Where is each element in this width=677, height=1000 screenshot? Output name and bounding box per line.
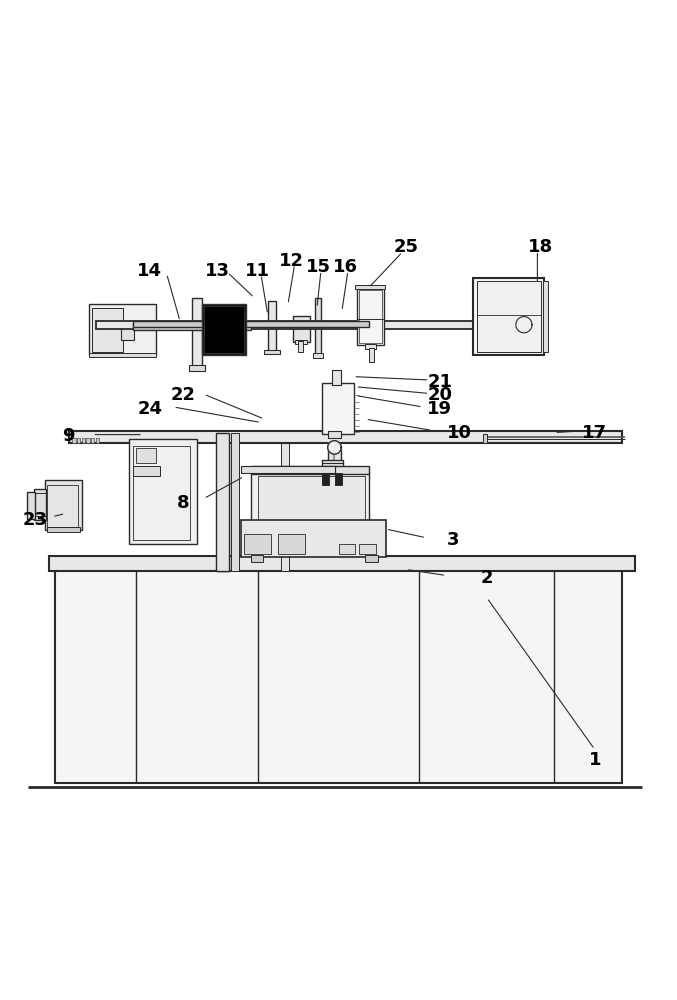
Bar	[241, 520, 386, 557]
Bar	[328, 446, 341, 461]
Bar	[47, 485, 78, 527]
Text: 11: 11	[245, 262, 270, 280]
Bar	[473, 278, 544, 355]
Bar	[87, 438, 90, 443]
Text: 8: 8	[177, 494, 190, 512]
Bar	[95, 438, 99, 443]
Bar	[255, 466, 335, 472]
Bar	[298, 341, 303, 352]
Bar	[69, 431, 621, 443]
Bar	[281, 436, 289, 571]
Bar	[192, 298, 202, 369]
Text: 22: 22	[171, 386, 196, 404]
Bar	[133, 446, 190, 540]
Bar	[338, 544, 355, 554]
Bar	[292, 316, 309, 342]
Text: 24: 24	[137, 400, 162, 418]
Bar	[359, 544, 376, 554]
Bar	[369, 348, 374, 362]
Bar	[232, 436, 239, 571]
Text: 21: 21	[427, 373, 452, 391]
Text: 1: 1	[588, 751, 601, 769]
Bar	[216, 433, 230, 571]
Bar	[45, 480, 83, 530]
Bar	[82, 438, 85, 443]
Bar	[251, 472, 369, 522]
Bar	[335, 473, 342, 485]
Bar	[47, 527, 80, 532]
Bar	[231, 433, 239, 571]
Bar	[267, 301, 276, 352]
Bar	[366, 555, 378, 562]
Bar	[543, 281, 548, 352]
Bar	[251, 555, 263, 562]
Polygon shape	[328, 441, 341, 454]
Bar	[477, 281, 541, 352]
Bar	[27, 492, 35, 519]
Bar	[34, 489, 46, 520]
Bar	[202, 304, 246, 355]
Text: 16: 16	[332, 258, 357, 276]
Text: 3: 3	[447, 531, 460, 549]
Text: 18: 18	[528, 238, 553, 256]
Bar	[241, 466, 335, 473]
Bar	[313, 353, 323, 358]
Bar	[77, 438, 81, 443]
Bar	[359, 290, 382, 343]
Bar	[257, 476, 366, 520]
Bar	[217, 436, 230, 571]
Bar	[49, 556, 635, 571]
Bar	[133, 321, 369, 327]
Text: 13: 13	[204, 262, 230, 280]
Bar	[204, 306, 244, 353]
Bar	[264, 350, 280, 354]
Bar	[89, 304, 156, 355]
Text: 9: 9	[62, 427, 75, 445]
Bar	[322, 460, 343, 474]
Bar	[133, 323, 251, 330]
Text: 17: 17	[582, 424, 607, 442]
Text: 20: 20	[427, 386, 452, 404]
Bar	[315, 298, 321, 355]
Bar	[357, 288, 384, 345]
Text: 19: 19	[427, 400, 452, 418]
Bar	[322, 473, 329, 485]
Bar	[189, 365, 205, 371]
Bar	[72, 438, 76, 443]
Bar	[89, 353, 156, 357]
Text: 2: 2	[481, 569, 493, 587]
Text: 14: 14	[137, 262, 162, 280]
Bar	[133, 466, 160, 476]
Bar	[244, 534, 271, 554]
Bar	[91, 438, 94, 443]
Bar	[366, 344, 376, 349]
Bar	[136, 448, 156, 463]
Text: 23: 23	[22, 511, 47, 529]
Bar	[328, 431, 341, 438]
Bar	[129, 439, 197, 544]
Text: 12: 12	[279, 252, 304, 270]
Bar	[95, 321, 473, 329]
Bar	[294, 340, 307, 344]
Bar	[355, 285, 385, 289]
Bar	[322, 383, 354, 434]
Bar	[251, 466, 369, 474]
Bar	[121, 323, 133, 340]
Bar	[56, 567, 621, 783]
Bar	[332, 370, 341, 385]
Text: 10: 10	[447, 424, 473, 442]
Bar	[278, 534, 305, 554]
Bar	[92, 308, 123, 352]
Text: 25: 25	[393, 238, 418, 256]
Bar	[483, 434, 487, 443]
Text: 15: 15	[306, 258, 331, 276]
